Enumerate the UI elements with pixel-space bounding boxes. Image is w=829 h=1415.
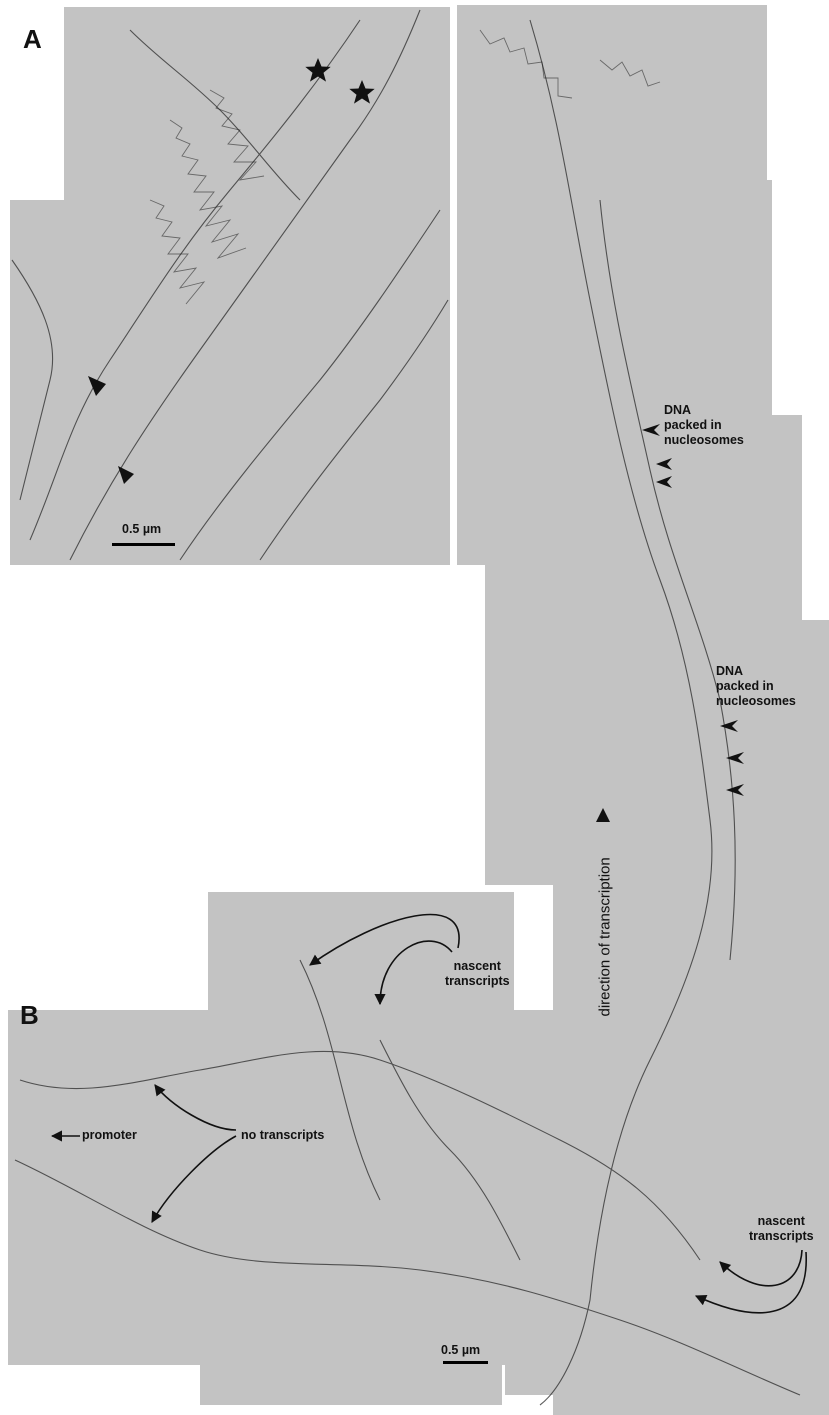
panel-b-tile-right [600, 1035, 829, 1415]
curved-arrow-icon [374, 940, 453, 1006]
chevron-marker-icon [656, 476, 672, 488]
curved-arrow-icon [719, 1249, 803, 1287]
panel-b-tile-bottom [200, 1360, 502, 1405]
direction-of-transcription-label: direction of transcription [596, 857, 614, 1017]
panel-b-letter: B [20, 1000, 39, 1030]
star-icon [349, 80, 375, 104]
curved-arrows [50, 913, 807, 1314]
panel-a-scale-label: 0.5 µm [122, 522, 162, 536]
curved-arrow-icon [154, 1084, 237, 1131]
chevron-marker-icon [656, 458, 672, 470]
panel-b-tile-top [208, 892, 514, 1012]
panel-b-scale-label: 0.5 µm [441, 1343, 481, 1357]
panel-a-right-tile-lower [485, 785, 555, 885]
chevron-marker-icon [720, 720, 738, 732]
nascent-label-top: nascent transcripts [445, 959, 510, 988]
chevron-marker-icon [726, 784, 744, 796]
nascent-label-bottom: nascent transcripts [749, 1214, 814, 1243]
direction-arrow-icon [596, 808, 610, 822]
panel-a-right-tile-ext3 [600, 620, 829, 1040]
curved-arrow-icon [694, 1251, 807, 1314]
triangle-marker-icon [118, 466, 134, 484]
star-icon [305, 58, 331, 82]
panel-a-left-tile-top [64, 7, 450, 202]
panel-a-left-tile-main [10, 200, 450, 565]
no-transcripts-label: no transcripts [241, 1128, 325, 1142]
dna-label-upper: DNA packed in nucleosomes [664, 403, 744, 447]
chromatin-dense-region [149, 29, 661, 305]
panel-b-tile-main [8, 1010, 628, 1365]
promoter-label: promoter [82, 1128, 137, 1142]
chevron-marker-icon [726, 752, 744, 764]
panel-a-right-tile-ext1 [600, 180, 772, 420]
panel-b-scale-bar [443, 1361, 488, 1364]
curved-arrow-icon [309, 913, 460, 966]
star-markers [305, 58, 375, 104]
panel-a-scale-bar [112, 543, 175, 546]
dna-label-lower: DNA packed in nucleosomes [716, 664, 796, 708]
arrowhead-markers [88, 376, 744, 796]
curved-arrow-icon [151, 1135, 237, 1223]
chromatin-fibers [11, 9, 801, 1406]
chevron-marker-icon [642, 424, 660, 436]
triangle-marker-icon [88, 376, 106, 396]
panel-a-letter: A [23, 24, 42, 54]
